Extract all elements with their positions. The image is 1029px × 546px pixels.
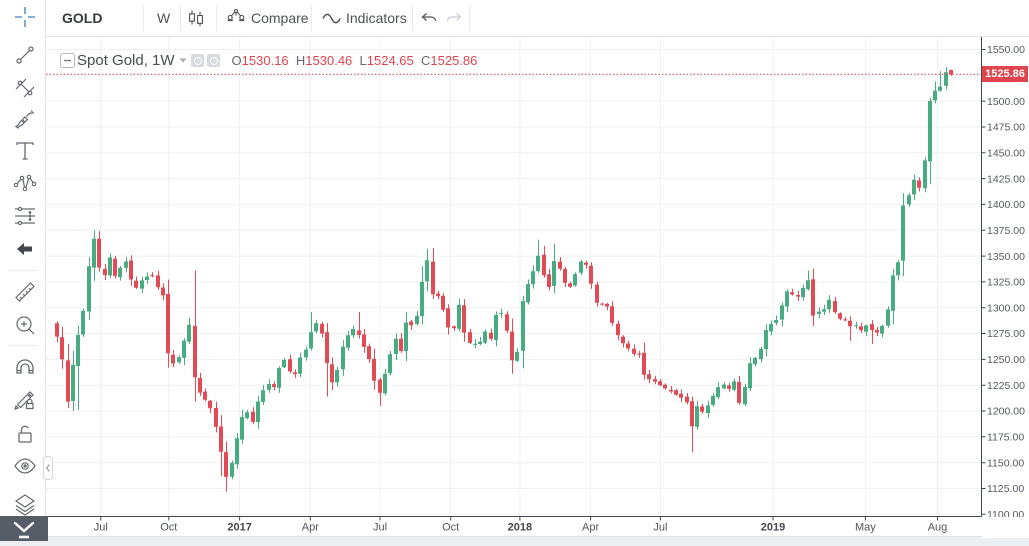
svg-text:2019: 2019 xyxy=(761,522,785,534)
svg-text:1375.00: 1375.00 xyxy=(987,225,1025,237)
svg-text:May: May xyxy=(855,522,876,534)
svg-text:Jul: Jul xyxy=(94,522,108,534)
svg-text:Apr: Apr xyxy=(582,522,599,534)
svg-text:1500.00: 1500.00 xyxy=(987,96,1025,108)
svg-text:Aug: Aug xyxy=(928,522,948,534)
svg-text:1550.00: 1550.00 xyxy=(987,44,1025,56)
svg-text:1350.00: 1350.00 xyxy=(987,251,1025,263)
svg-text:1450.00: 1450.00 xyxy=(987,148,1025,160)
svg-text:Oct: Oct xyxy=(442,522,459,534)
svg-text:1275.00: 1275.00 xyxy=(987,328,1025,340)
svg-text:Oct: Oct xyxy=(160,522,177,534)
svg-text:1425.00: 1425.00 xyxy=(987,173,1025,185)
svg-text:1250.00: 1250.00 xyxy=(987,354,1025,366)
svg-text:1400.00: 1400.00 xyxy=(987,199,1025,211)
svg-text:Jul: Jul xyxy=(653,522,667,534)
svg-text:1225.00: 1225.00 xyxy=(987,380,1025,392)
svg-text:1325.00: 1325.00 xyxy=(987,277,1025,289)
svg-text:1125.00: 1125.00 xyxy=(987,483,1024,495)
svg-text:2017: 2017 xyxy=(227,522,251,534)
svg-text:1475.00: 1475.00 xyxy=(987,122,1025,134)
svg-text:1175.00: 1175.00 xyxy=(987,432,1024,444)
svg-text:1300.00: 1300.00 xyxy=(987,302,1025,314)
svg-text:1150.00: 1150.00 xyxy=(987,457,1024,469)
svg-text:Jul: Jul xyxy=(373,522,387,534)
svg-text:Apr: Apr xyxy=(302,522,319,534)
svg-text:2018: 2018 xyxy=(508,522,532,534)
svg-text:1200.00: 1200.00 xyxy=(987,406,1025,418)
